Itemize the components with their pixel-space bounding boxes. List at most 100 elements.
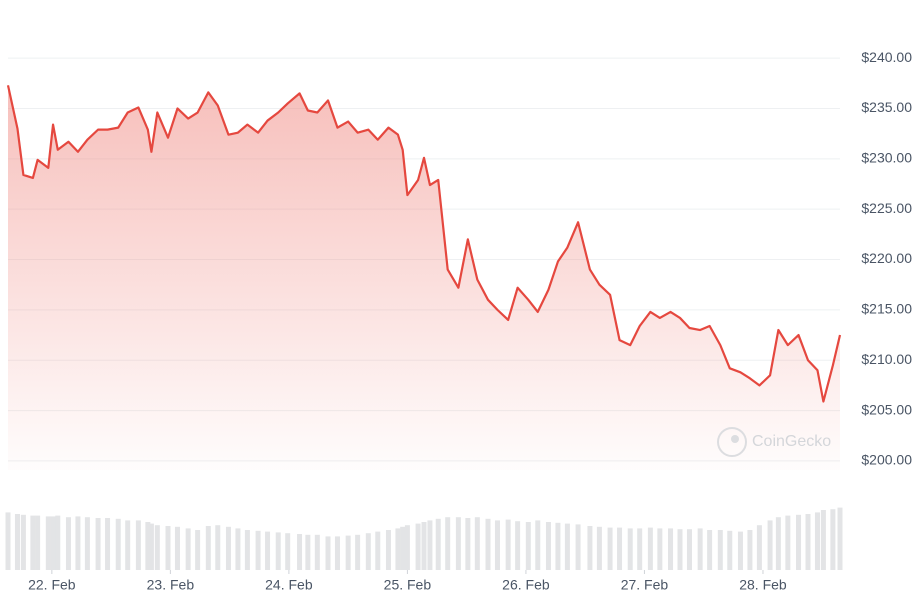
volume-bar xyxy=(564,523,570,570)
watermark-logo xyxy=(717,427,747,457)
volume-bar xyxy=(637,528,643,570)
volume-bar xyxy=(494,520,500,570)
volume-bar xyxy=(677,529,683,570)
volume-bar xyxy=(747,530,753,570)
watermark-logo-eye xyxy=(731,435,739,443)
volume-bar xyxy=(225,526,231,570)
y-tick-label: $200.00 xyxy=(861,452,912,468)
volume-bar xyxy=(575,524,581,570)
y-tick-label: $225.00 xyxy=(861,200,912,216)
volume-bar xyxy=(465,518,471,570)
volume-bar xyxy=(75,516,81,570)
volume-bar xyxy=(668,528,674,570)
volume-bar xyxy=(50,516,56,570)
y-tick-label: $230.00 xyxy=(861,150,912,166)
volume-bar xyxy=(165,526,171,570)
volume-bar xyxy=(737,531,743,570)
volume-bar xyxy=(115,518,121,570)
volume-bar xyxy=(365,533,371,570)
x-tick-label: 23. Feb xyxy=(147,577,195,593)
x-tick-label: 22. Feb xyxy=(28,577,76,593)
volume-bar xyxy=(647,527,653,570)
volume-bar xyxy=(314,534,320,570)
volume-bar xyxy=(775,517,781,570)
volume-bar xyxy=(345,535,351,570)
volume-bar xyxy=(587,526,593,570)
volume-bar xyxy=(65,517,71,570)
volume-bar xyxy=(105,518,111,570)
volume-bar xyxy=(707,530,713,570)
volume-bar xyxy=(235,528,241,570)
volume-bar xyxy=(814,512,820,570)
watermark: CoinGecko xyxy=(717,427,831,457)
volume-bar xyxy=(727,530,733,570)
volume-bar xyxy=(35,515,41,570)
volume-bar xyxy=(135,520,141,570)
volume-bar xyxy=(785,515,791,570)
y-tick-label: $235.00 xyxy=(861,99,912,115)
volume-bar xyxy=(185,528,191,570)
volume-bar xyxy=(14,514,20,570)
volume-bar xyxy=(505,519,511,570)
volume-bar xyxy=(555,522,561,570)
volume-bar xyxy=(215,525,221,570)
price-line xyxy=(6,85,842,403)
x-tick-label: 24. Feb xyxy=(265,577,313,593)
volume-bar xyxy=(385,530,391,570)
price-area xyxy=(8,85,840,470)
y-tick-label: $205.00 xyxy=(861,401,912,417)
volume-bar xyxy=(5,512,11,570)
volume-bar xyxy=(525,522,531,570)
volume-bar xyxy=(45,516,51,570)
volume-bar xyxy=(427,520,433,570)
volume-bar xyxy=(265,531,271,570)
volume-bar xyxy=(535,520,541,570)
volume-bar xyxy=(686,529,692,570)
y-tick-label: $210.00 xyxy=(861,351,912,367)
volume-bar xyxy=(820,510,826,570)
volume-bar xyxy=(244,530,250,570)
x-tick-label: 26. Feb xyxy=(502,577,550,593)
volume-bar xyxy=(455,517,461,570)
y-tick-label: $220.00 xyxy=(861,250,912,266)
volume-bar xyxy=(375,531,381,570)
volume-bar xyxy=(837,507,843,570)
y-tick-label: $240.00 xyxy=(861,49,912,65)
volume-bar xyxy=(421,522,427,570)
volume-bar xyxy=(415,523,421,570)
volume-bar xyxy=(474,517,480,570)
volume-bar xyxy=(148,523,154,570)
volume-bar xyxy=(767,520,773,570)
y-tick-label: $215.00 xyxy=(861,301,912,317)
x-tick-label: 28. Feb xyxy=(739,577,787,593)
volume-bar xyxy=(297,534,303,570)
volume-bar xyxy=(334,536,340,570)
volume-bar xyxy=(607,527,613,570)
volume-bar xyxy=(627,528,633,570)
volume-bar xyxy=(395,528,401,570)
volume-bar xyxy=(445,517,451,570)
volume-bar xyxy=(717,530,723,570)
watermark-text: CoinGecko xyxy=(752,433,831,450)
volume-bar xyxy=(205,526,211,570)
volume-bar xyxy=(404,525,410,570)
volume-bar xyxy=(697,528,703,570)
x-tick-label: 25. Feb xyxy=(384,577,432,593)
volume-bar xyxy=(515,521,521,570)
volume-bar xyxy=(545,522,551,570)
volume-bar xyxy=(325,536,331,570)
volume-bar xyxy=(125,520,131,570)
volume-bar xyxy=(95,518,101,570)
volume-bar xyxy=(756,525,762,570)
volume-bar xyxy=(154,525,160,570)
volume-bar xyxy=(145,522,151,570)
volume-bar xyxy=(30,515,36,570)
volume-bar xyxy=(657,528,663,570)
volume-bar xyxy=(485,518,491,570)
volume-bar xyxy=(796,514,802,570)
volume-bar xyxy=(617,527,623,570)
volume-bar xyxy=(596,526,602,570)
volume-bar xyxy=(400,526,406,570)
